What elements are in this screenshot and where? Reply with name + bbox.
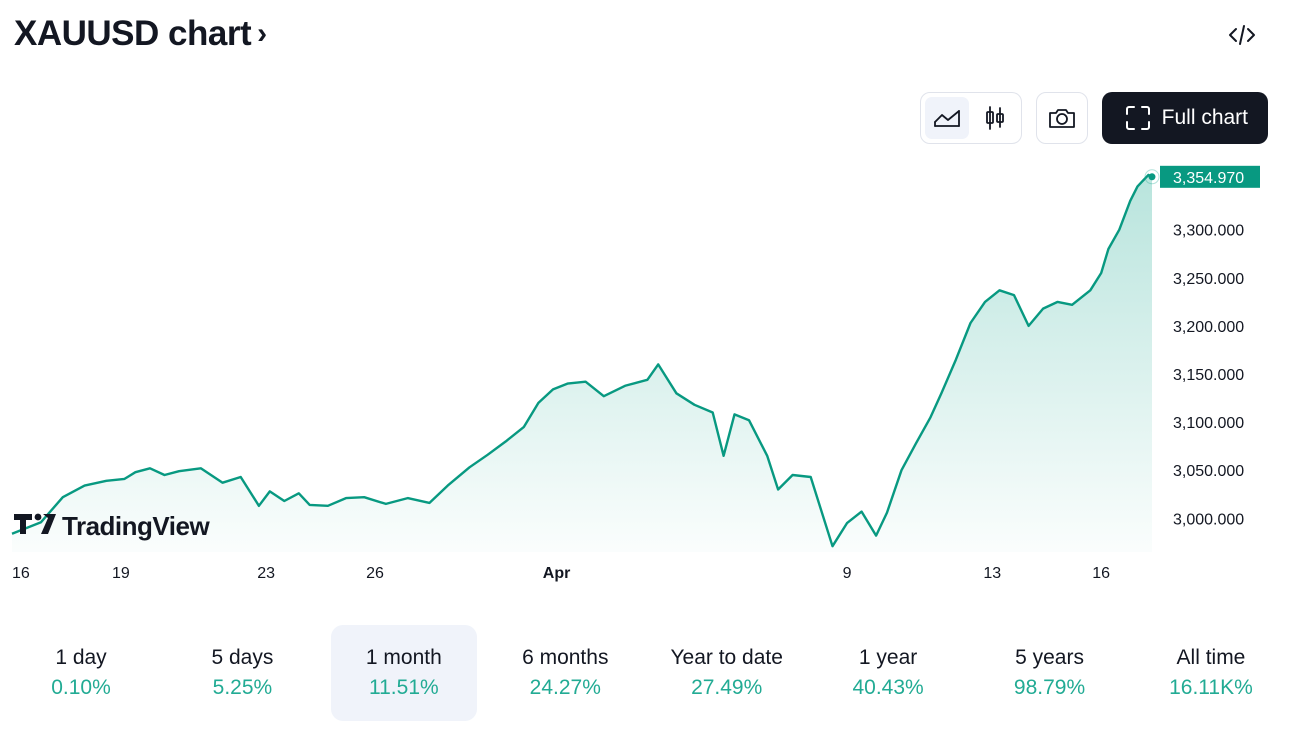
period-change-value: 98.79% <box>1013 676 1086 699</box>
x-tick-label: 26 <box>366 565 384 582</box>
period-change-value: 0.10% <box>51 676 111 699</box>
x-tick-label: 16 <box>12 565 30 582</box>
candles-chart-button[interactable] <box>973 97 1017 139</box>
price-series-line <box>11 173 1153 548</box>
x-tick-label: Apr <box>543 565 571 582</box>
period-change-value: 40.43% <box>852 676 924 699</box>
camera-icon <box>1048 109 1075 128</box>
period-5-days[interactable]: 5 days 5.25% <box>169 625 315 721</box>
price-area-fill <box>12 174 1152 552</box>
period-label: 1 day <box>55 646 107 669</box>
period-year-to-date[interactable]: Year to date 27.49% <box>654 625 800 721</box>
full-chart-button[interactable]: Full chart <box>1101 92 1268 144</box>
x-tick-label: 23 <box>257 565 275 582</box>
period-label: All time <box>1176 646 1246 669</box>
area-chart-icon <box>933 110 960 127</box>
candles-icon <box>985 106 1004 130</box>
period-change-value: 27.49% <box>691 676 763 699</box>
embed-code-button[interactable] <box>1226 20 1258 50</box>
x-tick-label: 19 <box>112 565 130 582</box>
y-tick-label: 3,300.000 <box>1173 223 1244 240</box>
period-1-month[interactable]: 1 month 11.51% <box>330 625 477 721</box>
chart-title: XAUUSD chart <box>14 14 252 53</box>
period-1-year[interactable]: 1 year 40.43% <box>815 625 961 721</box>
period-all-time[interactable]: All time 16.11K% <box>1138 625 1284 721</box>
y-tick-label: 3,200.000 <box>1173 319 1244 336</box>
fullscreen-icon <box>1125 106 1150 130</box>
x-tick-label: 9 <box>843 565 852 582</box>
tradingview-logo-icon <box>14 513 56 534</box>
full-chart-label: Full chart <box>1161 106 1248 129</box>
price-chart[interactable]: 3,300.000 3,250.000 3,200.000 3,150.000 3,10… <box>0 160 1292 590</box>
period-5-years[interactable]: 5 years 98.79% <box>977 625 1123 721</box>
y-tick-label: 3,050.000 <box>1173 463 1244 480</box>
last-price-label: 3,354.970 <box>1173 170 1244 187</box>
y-tick-label: 3,000.000 <box>1173 511 1244 528</box>
period-label: 1 year <box>858 646 918 669</box>
period-label: 5 days <box>211 646 274 669</box>
period-1-day[interactable]: 1 day 0.10% <box>8 625 154 721</box>
period-label: 1 month <box>365 646 442 669</box>
period-change-value: 24.27% <box>529 676 601 699</box>
chevron-right-icon: › <box>257 17 267 50</box>
x-tick-label: 13 <box>983 565 1001 582</box>
period-6-months[interactable]: 6 months 24.27% <box>492 625 638 721</box>
period-change-value: 11.51% <box>369 676 439 699</box>
last-point-marker <box>1148 173 1156 181</box>
last-point-halo <box>1144 169 1160 185</box>
x-tick-label: 16 <box>1092 565 1110 582</box>
chart-type-switch <box>919 92 1022 144</box>
period-label: 5 years <box>1015 646 1084 669</box>
period-label: 6 months <box>522 646 609 669</box>
chart-toolbar: Full chart <box>919 92 1268 144</box>
tradingview-watermark-text: TradingView <box>62 511 210 541</box>
period-change-value: 16.11K% <box>1169 676 1253 699</box>
y-tick-label: 3,250.000 <box>1173 271 1244 288</box>
last-price-badge <box>1160 165 1260 188</box>
tradingview-watermark[interactable]: TradingView <box>14 511 211 541</box>
area-chart-button[interactable] <box>924 97 969 139</box>
period-change-value: 5.25% <box>212 676 273 699</box>
chart-title-link[interactable]: XAUUSD chart › <box>14 14 267 54</box>
y-tick-label: 3,100.000 <box>1173 415 1244 432</box>
snapshot-button[interactable] <box>1035 92 1088 144</box>
period-selector: 1 day 0.10% 5 days 5.25% 1 month 11.51% 6 mont… <box>8 625 1284 721</box>
code-icon <box>1229 25 1255 45</box>
period-label: Year to date <box>670 646 783 669</box>
y-tick-label: 3,150.000 <box>1173 367 1244 384</box>
